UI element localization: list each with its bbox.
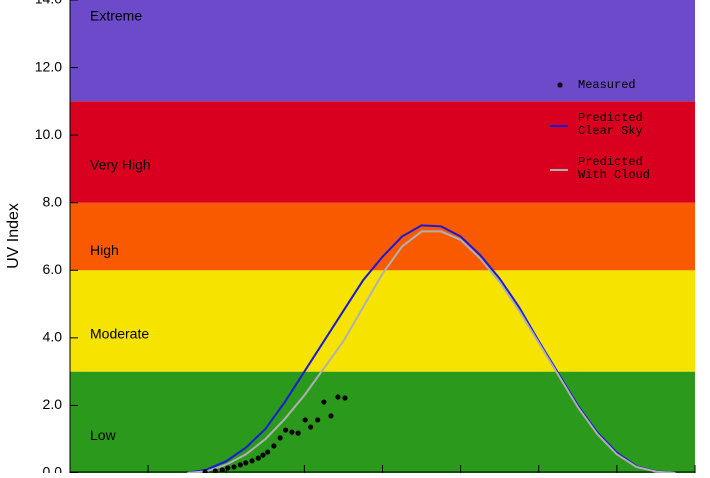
y-axis-label: UV Index [5, 203, 22, 269]
band-label: Extreme [90, 7, 142, 23]
y-tick-label: 10.0 [35, 126, 62, 142]
series-line [187, 230, 676, 474]
measured-point [295, 430, 301, 436]
measured-point [342, 395, 348, 401]
measured-point [260, 452, 266, 458]
legend-swatch [557, 82, 563, 88]
measured-point [335, 394, 341, 400]
uv-band [70, 270, 695, 372]
measured-point [265, 449, 271, 455]
legend-measured: Measured [578, 78, 636, 92]
y-tick-label: 8.0 [43, 193, 63, 209]
measured-point [321, 399, 327, 405]
band-label: High [90, 242, 119, 258]
measured-point [255, 455, 261, 461]
uv-band [70, 0, 695, 102]
measured-point [237, 462, 243, 468]
y-tick-label: 14.0 [35, 0, 62, 7]
legend-clear: Predicted Clear Sky [578, 111, 643, 138]
y-tick-label: 2.0 [43, 396, 63, 412]
y-tick-label: 0.0 [43, 464, 63, 473]
measured-point [283, 427, 289, 433]
measured-point [308, 424, 314, 430]
uv-band [70, 202, 695, 271]
measured-point [231, 464, 237, 470]
measured-point [219, 467, 225, 473]
measured-point [277, 435, 283, 441]
measured-point [243, 460, 249, 466]
measured-point [225, 465, 231, 471]
measured-point [302, 417, 308, 423]
band-label: Low [90, 427, 117, 443]
measured-point [328, 413, 334, 419]
measured-point [212, 468, 218, 474]
uv-band [70, 371, 695, 473]
y-tick-label: 6.0 [43, 261, 63, 277]
measured-point [315, 417, 321, 423]
y-tick-label: 4.0 [43, 329, 63, 345]
y-tick-label: 12.0 [35, 58, 62, 74]
band-label: Very High [90, 157, 151, 173]
measured-point [289, 429, 295, 435]
measured-point [271, 443, 277, 449]
measured-point [249, 458, 255, 464]
uv-band [70, 101, 695, 203]
band-label: Moderate [90, 326, 149, 342]
legend-cloud: Predicted With Cloud [578, 155, 651, 182]
